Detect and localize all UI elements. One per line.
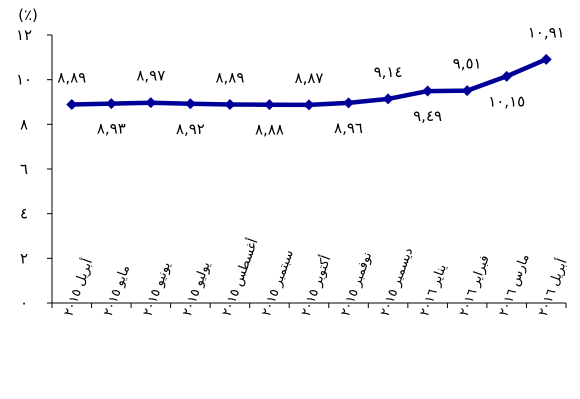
y-tick-label: ٦ (20, 160, 28, 178)
y-tick-label: ٢ (20, 249, 28, 267)
x-tick-label: أبريل ٢٠١٥ (60, 256, 96, 318)
x-tick-label: يوليو ٢٠١٥ (180, 259, 214, 318)
x-tick-label: فبراير ٢٠١٦ (457, 253, 493, 318)
data-point-marker (66, 98, 78, 110)
data-point-marker (184, 98, 196, 110)
y-tick-label: ٠ (20, 294, 28, 312)
data-label: ١٠,١٥ (488, 92, 525, 110)
x-tick-label: أكتوبر ٢٠١٥ (297, 253, 335, 318)
x-tick-label: مارس ٢٠١٦ (496, 252, 532, 318)
data-label: ٨,٨٨ (255, 121, 284, 139)
data-point-marker (224, 98, 236, 110)
data-point-marker (105, 98, 117, 110)
x-tick-label: سبتمبر ٢٠١٥ (259, 248, 297, 318)
x-tick-label: ديسمبر ٢٠١٥ (378, 246, 417, 319)
data-point-marker (263, 99, 275, 111)
data-point-marker (382, 93, 394, 105)
x-tick-label: أبريل ٢٠١٦ (534, 256, 570, 318)
data-point-marker (422, 85, 434, 97)
data-label: ٩,١٤ (374, 63, 403, 81)
data-label: ٨,٨٩ (215, 68, 244, 86)
data-label: ٨,٩٧ (136, 67, 165, 85)
unit-label: (٪) (18, 6, 38, 24)
x-tick-label: يونيو ٢٠١٥ (141, 260, 175, 319)
y-tick-label: ١٠ (16, 71, 32, 89)
data-point-marker (501, 70, 513, 82)
data-label: ٩,٤٩ (413, 107, 442, 125)
data-label: ٨,٩٢ (176, 120, 205, 138)
data-point-marker (145, 97, 157, 109)
y-tick-label: ١٢ (16, 26, 32, 44)
data-label: ٨,٨٧ (295, 69, 324, 87)
x-tick-label: أغسطس ٢٠١٥ (218, 236, 262, 318)
data-labels: ٨,٨٩ ٨,٩٣ ٨,٩٧ ٨,٩٢ ٨,٨٩ ٨,٨٨ ٨,٨٧ ٨,٩٦ ٩,١٤ ٩,٤٩… (57, 23, 565, 139)
y-tick-labels: ٠ ٢ ٤ ٦ ٨ ١٠ ١٢ (16, 26, 52, 312)
x-tick-label: مايو ٢٠١٥ (101, 263, 133, 318)
data-point-marker (303, 99, 315, 111)
data-point-marker (461, 85, 473, 97)
data-label: ٩,٥١ (453, 55, 482, 73)
data-label: ١٠,٩١ (528, 23, 565, 41)
x-tick-label: يناير ٢٠١٦ (417, 262, 450, 319)
y-tick-label: ٤ (20, 205, 28, 223)
y-tick-label: ٨ (20, 115, 28, 133)
data-label: ٨,٩٣ (97, 120, 126, 138)
data-point-marker (540, 53, 552, 65)
data-point-marker (343, 97, 355, 109)
series-group (66, 53, 552, 111)
data-label: ٨,٨٩ (57, 68, 86, 86)
data-label: ٨,٩٦ (334, 119, 363, 137)
x-tick-label: نوفمبر ٢٠١٥ (338, 250, 375, 318)
